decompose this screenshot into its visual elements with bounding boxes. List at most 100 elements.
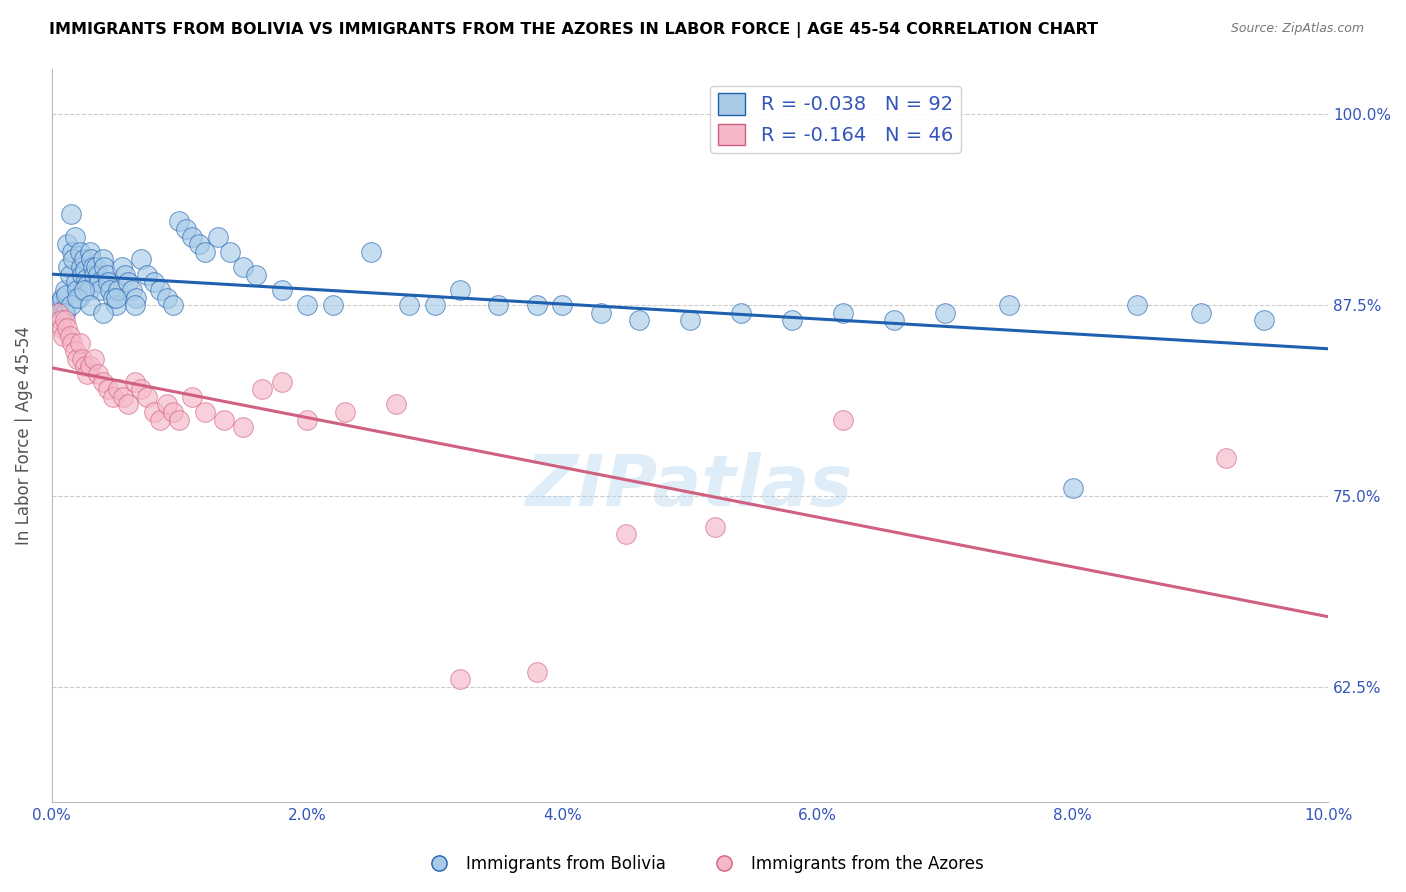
Point — [89, 283, 111, 297]
Point — [832, 413, 855, 427]
Point — [245, 268, 267, 282]
Point — [129, 382, 152, 396]
Point — [86, 268, 108, 282]
Point — [142, 275, 165, 289]
Point — [104, 298, 127, 312]
Point — [449, 283, 471, 297]
Point — [97, 382, 120, 396]
Point — [101, 291, 124, 305]
Point — [117, 397, 139, 411]
Point — [232, 420, 254, 434]
Point — [107, 283, 129, 297]
Point — [488, 298, 510, 312]
Point — [335, 405, 357, 419]
Point — [252, 382, 274, 396]
Point — [76, 367, 98, 381]
Point — [60, 336, 83, 351]
Point — [156, 397, 179, 411]
Point — [526, 665, 548, 679]
Point — [104, 291, 127, 305]
Point — [76, 278, 98, 293]
Point — [174, 222, 197, 236]
Point — [212, 413, 235, 427]
Point — [934, 306, 956, 320]
Point — [91, 252, 114, 267]
Text: Source: ZipAtlas.com: Source: ZipAtlas.com — [1230, 22, 1364, 36]
Point — [69, 336, 91, 351]
Point — [52, 302, 75, 317]
Point — [49, 293, 72, 308]
Point — [270, 283, 292, 297]
Point — [66, 291, 89, 305]
Point — [53, 306, 76, 320]
Point — [730, 306, 752, 320]
Point — [136, 390, 159, 404]
Point — [77, 283, 100, 297]
Point — [1253, 313, 1275, 327]
Point — [207, 229, 229, 244]
Point — [589, 306, 612, 320]
Point — [55, 287, 77, 301]
Point — [86, 367, 108, 381]
Point — [156, 291, 179, 305]
Point — [124, 375, 146, 389]
Point — [780, 313, 803, 327]
Point — [91, 375, 114, 389]
Point — [125, 291, 148, 305]
Point — [295, 413, 318, 427]
Point — [101, 390, 124, 404]
Point — [112, 390, 135, 404]
Point — [219, 244, 242, 259]
Point — [121, 283, 143, 297]
Point — [79, 244, 101, 259]
Point — [73, 359, 96, 374]
Point — [69, 244, 91, 259]
Point — [1189, 306, 1212, 320]
Point — [46, 298, 69, 312]
Point — [75, 272, 97, 286]
Point — [129, 252, 152, 267]
Point — [704, 519, 727, 533]
Point — [149, 413, 172, 427]
Point — [360, 244, 382, 259]
Point — [232, 260, 254, 274]
Y-axis label: In Labor Force | Age 45-54: In Labor Force | Age 45-54 — [15, 326, 32, 544]
Point — [49, 313, 72, 327]
Point — [1125, 298, 1147, 312]
Point — [679, 313, 702, 327]
Point — [423, 298, 446, 312]
Point — [73, 252, 96, 267]
Point — [100, 283, 122, 297]
Point — [79, 359, 101, 374]
Point — [107, 382, 129, 396]
Point — [66, 283, 89, 297]
Point — [53, 306, 76, 320]
Legend: R = -0.038   N = 92, R = -0.164   N = 46: R = -0.038 N = 92, R = -0.164 N = 46 — [710, 86, 962, 153]
Point — [398, 298, 420, 312]
Point — [62, 252, 84, 267]
Point — [449, 673, 471, 687]
Point — [87, 275, 110, 289]
Point — [51, 321, 73, 335]
Point — [162, 298, 184, 312]
Point — [194, 405, 217, 419]
Point — [70, 260, 93, 274]
Point — [1215, 450, 1237, 465]
Point — [162, 405, 184, 419]
Point — [149, 283, 172, 297]
Point — [526, 298, 548, 312]
Point — [72, 351, 94, 366]
Point — [93, 260, 115, 274]
Point — [142, 405, 165, 419]
Point — [56, 237, 79, 252]
Point — [187, 237, 209, 252]
Point — [53, 313, 76, 327]
Point — [124, 298, 146, 312]
Point — [194, 244, 217, 259]
Point — [60, 244, 83, 259]
Point — [97, 275, 120, 289]
Point — [65, 275, 87, 289]
Point — [79, 298, 101, 312]
Point — [181, 229, 204, 244]
Point — [114, 268, 136, 282]
